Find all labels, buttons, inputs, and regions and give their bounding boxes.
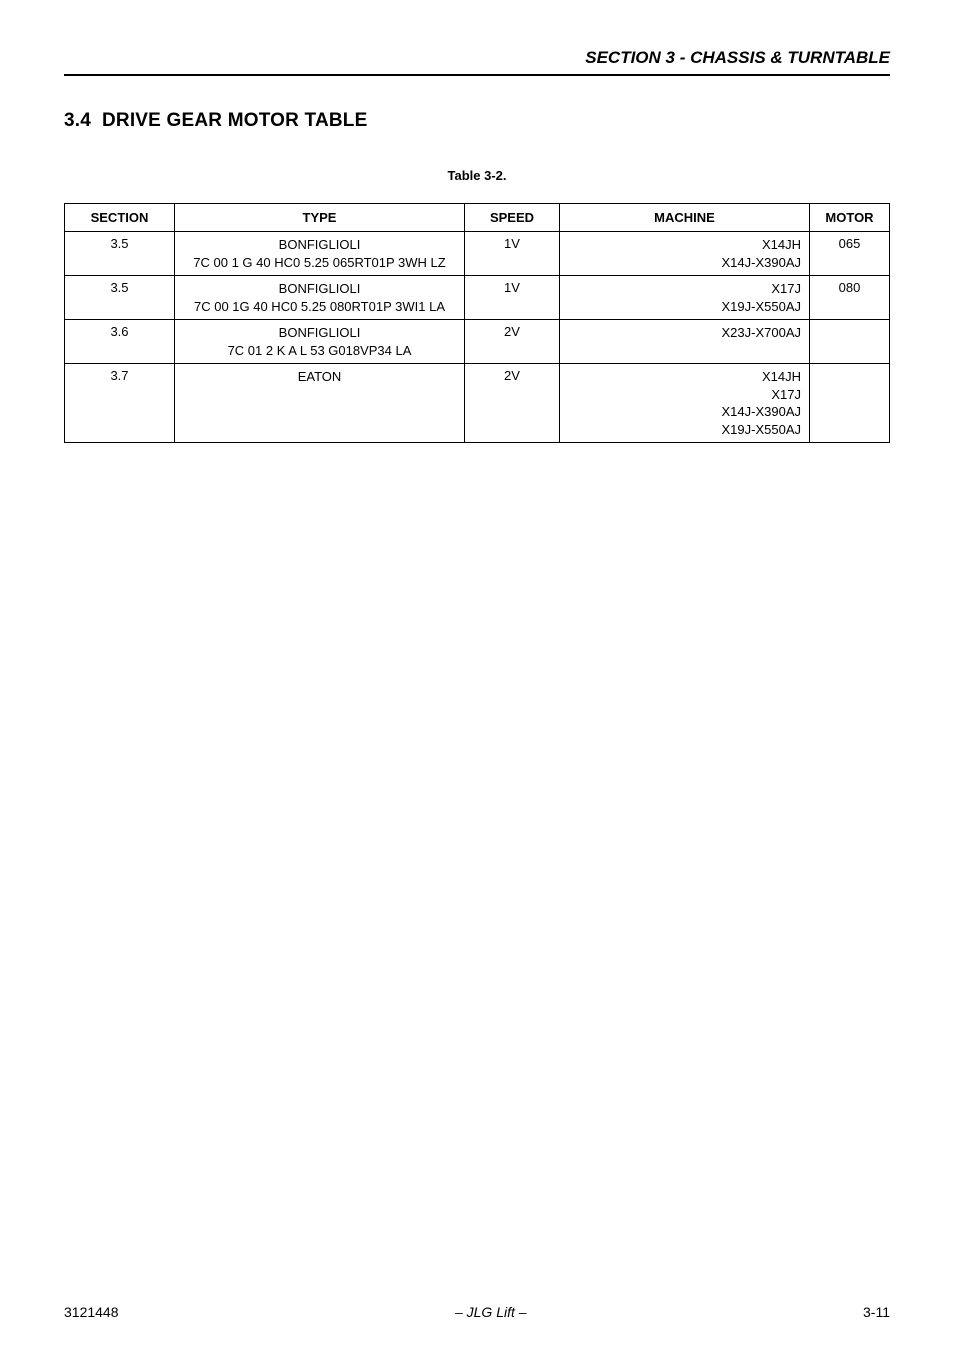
cell-section: 3.5 (65, 232, 175, 276)
cell-machine: X23J-X700AJ (560, 320, 810, 364)
cell-motor (810, 364, 890, 443)
cell-motor: 065 (810, 232, 890, 276)
cell-type: BONFIGLIOLI 7C 00 1 G 40 HC0 5.25 065RT0… (175, 232, 465, 276)
table-header-row: SECTION TYPE SPEED MACHINE MOTOR (65, 204, 890, 232)
table-row: 3.6 BONFIGLIOLI 7C 01 2 K A L 53 G018VP3… (65, 320, 890, 364)
running-header: SECTION 3 - CHASSIS & TURNTABLE (64, 48, 890, 68)
type-line-1: BONFIGLIOLI (279, 237, 361, 252)
section-number: 3.4 (64, 110, 91, 131)
cell-machine: X14JH X17J X14J-X390AJ X19J-X550AJ (560, 364, 810, 443)
type-line-2: 7C 00 1G 40 HC0 5.25 080RT01P 3WI1 LA (194, 299, 445, 314)
machine-line-1: X17J (771, 281, 801, 296)
type-line-1: BONFIGLIOLI (279, 325, 361, 340)
machine-line-1: X23J-X700AJ (722, 325, 802, 340)
cell-speed: 1V (465, 232, 560, 276)
col-speed: SPEED (465, 204, 560, 232)
cell-machine: X17J X19J-X550AJ (560, 276, 810, 320)
type-line-2: 7C 00 1 G 40 HC0 5.25 065RT01P 3WH LZ (193, 255, 445, 270)
col-motor: MOTOR (810, 204, 890, 232)
table-caption: Table 3-2. (64, 168, 890, 183)
header-rule (64, 74, 890, 76)
drive-gear-motor-table: SECTION TYPE SPEED MACHINE MOTOR 3.5 BON… (64, 203, 890, 443)
cell-section: 3.7 (65, 364, 175, 443)
cell-type: EATON (175, 364, 465, 443)
machine-line-1: X14JH (762, 369, 801, 384)
table-row: 3.5 BONFIGLIOLI 7C 00 1 G 40 HC0 5.25 06… (65, 232, 890, 276)
cell-machine: X14JH X14J-X390AJ (560, 232, 810, 276)
type-line-1: EATON (298, 369, 342, 384)
table-row: 3.5 BONFIGLIOLI 7C 00 1G 40 HC0 5.25 080… (65, 276, 890, 320)
cell-type: BONFIGLIOLI 7C 01 2 K A L 53 G018VP34 LA (175, 320, 465, 364)
type-line-2: 7C 01 2 K A L 53 G018VP34 LA (228, 343, 412, 358)
cell-motor (810, 320, 890, 364)
machine-line-3: X14J-X390AJ (722, 404, 802, 419)
machine-line-2: X17J (771, 387, 801, 402)
section-heading: 3.4 DRIVE GEAR MOTOR TABLE (64, 110, 890, 132)
machine-line-2: X19J-X550AJ (722, 299, 802, 314)
cell-section: 3.5 (65, 276, 175, 320)
cell-type: BONFIGLIOLI 7C 00 1G 40 HC0 5.25 080RT01… (175, 276, 465, 320)
cell-speed: 1V (465, 276, 560, 320)
footer-doc-number: 3121448 (64, 1304, 119, 1320)
footer-product: – JLG Lift – (455, 1304, 527, 1320)
table-row: 3.7 EATON 2V X14JH X17J X14J-X390AJ X19J… (65, 364, 890, 443)
col-section: SECTION (65, 204, 175, 232)
cell-speed: 2V (465, 364, 560, 443)
cell-speed: 2V (465, 320, 560, 364)
page-footer: 3121448 – JLG Lift – 3-11 (64, 1304, 890, 1320)
col-type: TYPE (175, 204, 465, 232)
section-title: DRIVE GEAR MOTOR TABLE (102, 110, 367, 131)
col-machine: MACHINE (560, 204, 810, 232)
page: SECTION 3 - CHASSIS & TURNTABLE 3.4 DRIV… (0, 0, 954, 1350)
machine-line-2: X14J-X390AJ (722, 255, 802, 270)
machine-line-1: X14JH (762, 237, 801, 252)
machine-line-4: X19J-X550AJ (722, 422, 802, 437)
footer-page-number: 3-11 (863, 1304, 890, 1320)
cell-section: 3.6 (65, 320, 175, 364)
cell-motor: 080 (810, 276, 890, 320)
type-line-1: BONFIGLIOLI (279, 281, 361, 296)
